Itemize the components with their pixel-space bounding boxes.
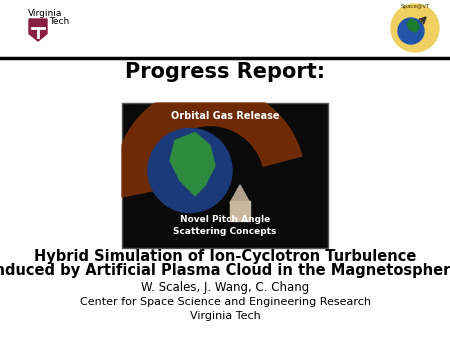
Polygon shape [170,132,215,195]
Polygon shape [122,103,302,197]
Text: Tech: Tech [49,17,69,26]
Text: Hybrid Simulation of Ion-Cyclotron Turbulence: Hybrid Simulation of Ion-Cyclotron Turbu… [34,248,416,264]
FancyBboxPatch shape [230,201,250,221]
Text: Space@VT: Space@VT [400,4,430,9]
Text: Scattering Concepts: Scattering Concepts [173,227,277,237]
Text: Induced by Artificial Plasma Cloud in the Magnetosphere: Induced by Artificial Plasma Cloud in th… [0,263,450,277]
Text: Orbital Gas Release: Orbital Gas Release [171,111,279,121]
Text: Progress Report:: Progress Report: [125,62,325,82]
Text: W. Scales, J. Wang, C. Chang: W. Scales, J. Wang, C. Chang [141,282,309,294]
Text: Virginia: Virginia [28,9,63,18]
Polygon shape [407,19,419,32]
Polygon shape [29,19,47,41]
Text: Virginia Tech: Virginia Tech [189,311,261,321]
Circle shape [391,4,439,52]
Circle shape [148,128,232,213]
Circle shape [398,18,424,44]
Polygon shape [230,185,250,203]
FancyBboxPatch shape [122,103,328,248]
Text: Novel Pitch Angle: Novel Pitch Angle [180,216,270,224]
Text: Center for Space Science and Engineering Research: Center for Space Science and Engineering… [80,297,370,307]
